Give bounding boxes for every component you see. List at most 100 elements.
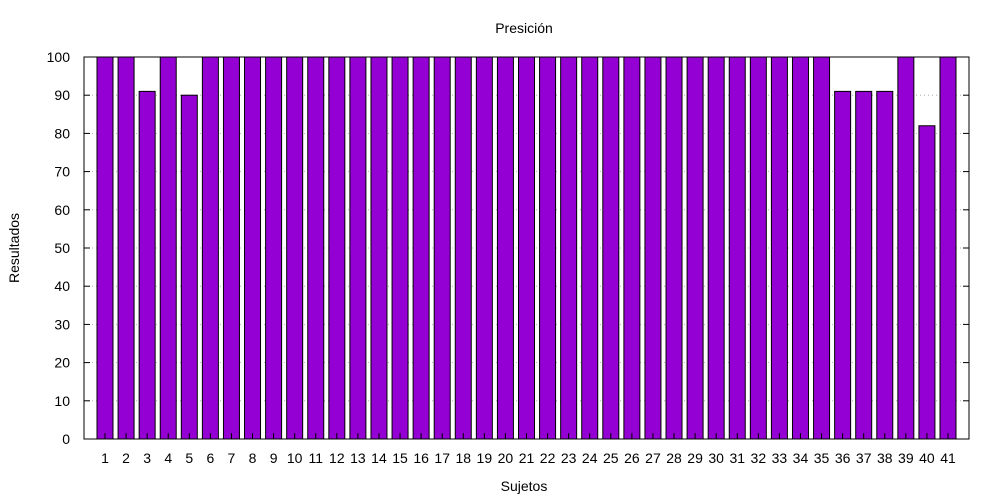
x-tick-label: 27 <box>645 450 661 466</box>
x-tick-label: 11 <box>308 450 323 466</box>
bar-33 <box>770 56 788 440</box>
bar-1 <box>96 56 114 440</box>
x-tick-label: 20 <box>498 450 514 466</box>
x-tick-label: 22 <box>540 450 556 466</box>
bar-22 <box>539 56 557 440</box>
y-tick-label: 90 <box>54 87 70 103</box>
bar-27 <box>644 56 662 440</box>
x-tick-label: 9 <box>270 450 278 466</box>
bar-7 <box>222 56 240 440</box>
x-tick-label: 29 <box>687 450 703 466</box>
bar-20 <box>496 56 514 440</box>
x-tick-label: 23 <box>561 450 577 466</box>
bar-10 <box>286 56 304 440</box>
bar-23 <box>560 56 578 440</box>
x-tick-label: 1 <box>101 450 109 466</box>
x-tick-label: 33 <box>772 450 788 466</box>
y-tick-label: 20 <box>54 355 70 371</box>
y-tick-label: 50 <box>54 240 70 256</box>
bar-39 <box>897 56 915 440</box>
x-tick-label: 18 <box>455 450 471 466</box>
bar-19 <box>475 56 493 440</box>
bar-12 <box>328 56 346 440</box>
x-tick-label: 2 <box>122 450 130 466</box>
x-tick-label: 7 <box>228 450 236 466</box>
x-tick-label: 28 <box>666 450 682 466</box>
bar-24 <box>581 56 599 440</box>
x-tick-label: 16 <box>413 450 429 466</box>
x-tick-label: 13 <box>350 450 366 466</box>
x-tick-label: 26 <box>624 450 640 466</box>
bar-30 <box>707 56 725 440</box>
bar-35 <box>813 56 831 440</box>
x-axis-title: Sujetos <box>501 478 548 494</box>
bar-32 <box>749 56 767 440</box>
bar-5 <box>180 94 198 440</box>
x-tick-label: 12 <box>329 450 345 466</box>
bar-16 <box>412 56 430 440</box>
y-tick-label: 100 <box>47 49 71 65</box>
chart-title: Presición <box>495 20 553 36</box>
x-tick-label: 24 <box>582 450 598 466</box>
bar-25 <box>602 56 620 440</box>
x-tick-label: 31 <box>729 450 745 466</box>
y-tick-label: 80 <box>54 125 70 141</box>
bars <box>96 56 957 440</box>
bar-26 <box>623 56 641 440</box>
bar-28 <box>665 56 683 440</box>
bar-29 <box>686 56 704 440</box>
x-tick-label: 3 <box>143 450 151 466</box>
y-axis-title: Resultados <box>6 213 22 283</box>
x-tick-label: 32 <box>751 450 767 466</box>
x-tick-label: 15 <box>392 450 408 466</box>
bar-17 <box>433 56 451 440</box>
x-tick-label: 40 <box>919 450 935 466</box>
x-tick-label: 34 <box>793 450 809 466</box>
bar-14 <box>370 56 388 440</box>
bar-8 <box>244 56 262 440</box>
x-tick-label: 25 <box>603 450 619 466</box>
bar-3 <box>138 90 156 440</box>
bar-11 <box>307 56 325 440</box>
x-tick-label: 10 <box>287 450 303 466</box>
plot-frame <box>83 56 970 440</box>
bar-38 <box>876 90 894 440</box>
y-tick-label: 60 <box>54 202 70 218</box>
bar-4 <box>159 56 177 440</box>
bar-9 <box>265 56 283 440</box>
bar-37 <box>855 90 873 440</box>
bar-6 <box>201 56 219 440</box>
x-tick-label: 37 <box>856 450 872 466</box>
bar-15 <box>391 56 409 440</box>
bar-34 <box>791 56 809 440</box>
x-tick-label: 4 <box>164 450 172 466</box>
x-tick-label: 36 <box>835 450 851 466</box>
bar-36 <box>834 90 852 440</box>
bar-31 <box>728 56 746 440</box>
bar-2 <box>117 56 135 440</box>
x-tick-label: 5 <box>185 450 193 466</box>
bar-13 <box>349 56 367 440</box>
x-tick-label: 17 <box>434 450 450 466</box>
x-tick-label: 30 <box>708 450 724 466</box>
bar-40 <box>918 125 936 440</box>
x-tick-label: 19 <box>477 450 493 466</box>
x-tick-label: 14 <box>371 450 387 466</box>
x-tick-label: 39 <box>898 450 914 466</box>
y-tick-label: 40 <box>54 278 70 294</box>
bar-21 <box>518 56 535 440</box>
x-tick-label: 6 <box>206 450 214 466</box>
y-tick-label: 10 <box>54 393 70 409</box>
bar-41 <box>939 56 957 440</box>
bar-18 <box>454 56 472 440</box>
x-tick-label: 8 <box>249 450 257 466</box>
y-tick-label: 70 <box>54 164 70 180</box>
x-tick-label: 38 <box>877 450 893 466</box>
x-tick-label: 21 <box>519 450 535 466</box>
y-tick-label: 30 <box>54 316 70 332</box>
x-tick-label: 41 <box>940 450 956 466</box>
y-tick-label: 0 <box>62 431 70 447</box>
x-tick-label: 35 <box>814 450 830 466</box>
